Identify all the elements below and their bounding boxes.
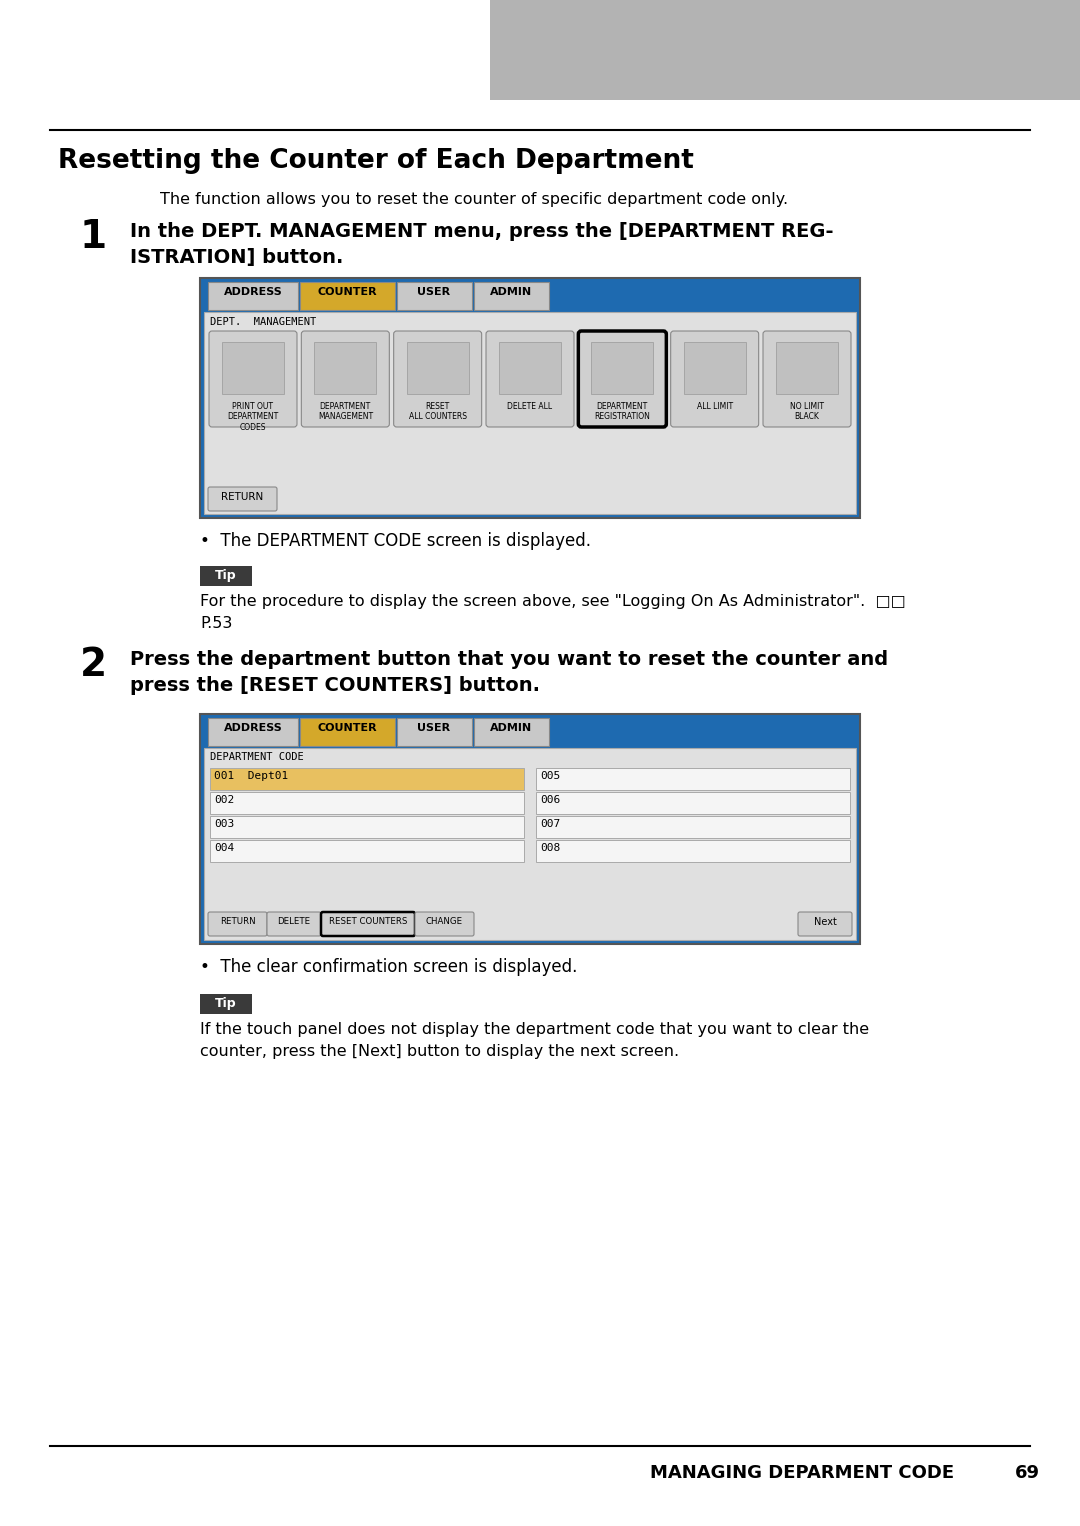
FancyBboxPatch shape xyxy=(200,278,860,517)
Text: 002: 002 xyxy=(214,795,234,806)
FancyBboxPatch shape xyxy=(474,282,549,310)
Text: USER: USER xyxy=(418,723,450,732)
FancyBboxPatch shape xyxy=(200,993,252,1013)
Text: ADMIN: ADMIN xyxy=(490,287,532,298)
Text: In the DEPT. MANAGEMENT menu, press the [DEPARTMENT REG-: In the DEPT. MANAGEMENT menu, press the … xyxy=(130,221,834,241)
Text: DEPARTMENT CODE: DEPARTMENT CODE xyxy=(210,752,303,761)
FancyBboxPatch shape xyxy=(536,839,850,862)
FancyBboxPatch shape xyxy=(536,816,850,838)
Text: COUNTER: COUNTER xyxy=(318,723,377,732)
Text: 001  Dept01: 001 Dept01 xyxy=(214,771,288,781)
Text: ADDRESS: ADDRESS xyxy=(224,287,282,298)
FancyBboxPatch shape xyxy=(204,311,856,514)
FancyBboxPatch shape xyxy=(210,768,524,790)
Text: 008: 008 xyxy=(540,842,561,853)
Text: ADDRESS: ADDRESS xyxy=(224,723,282,732)
Text: DEPARTMENT
REGISTRATION: DEPARTMENT REGISTRATION xyxy=(594,401,650,421)
Text: Press the department button that you want to reset the counter and: Press the department button that you wan… xyxy=(130,650,888,668)
FancyBboxPatch shape xyxy=(300,282,395,310)
Text: 005: 005 xyxy=(540,771,561,781)
Text: DELETE ALL: DELETE ALL xyxy=(508,401,553,410)
Text: RESET
ALL COUNTERS: RESET ALL COUNTERS xyxy=(408,401,467,421)
Text: ALL LIMIT: ALL LIMIT xyxy=(697,401,732,410)
FancyBboxPatch shape xyxy=(300,719,395,746)
Text: Resetting the Counter of Each Department: Resetting the Counter of Each Department xyxy=(58,148,693,174)
Text: NO LIMIT
BLACK: NO LIMIT BLACK xyxy=(789,401,824,421)
Text: RESET COUNTERS: RESET COUNTERS xyxy=(328,917,407,926)
FancyBboxPatch shape xyxy=(486,331,573,427)
FancyBboxPatch shape xyxy=(204,748,856,940)
Text: RETURN: RETURN xyxy=(219,917,255,926)
Text: press the [RESET COUNTERS] button.: press the [RESET COUNTERS] button. xyxy=(130,676,540,694)
FancyBboxPatch shape xyxy=(210,816,524,838)
Text: The function allows you to reset the counter of specific department code only.: The function allows you to reset the cou… xyxy=(160,192,788,208)
FancyBboxPatch shape xyxy=(407,342,469,394)
FancyBboxPatch shape xyxy=(314,342,376,394)
FancyBboxPatch shape xyxy=(267,913,321,935)
FancyBboxPatch shape xyxy=(208,719,298,746)
Text: Tip: Tip xyxy=(215,996,237,1010)
Text: 006: 006 xyxy=(540,795,561,806)
FancyBboxPatch shape xyxy=(210,839,524,862)
FancyBboxPatch shape xyxy=(210,331,297,427)
Text: DEPT.  MANAGEMENT: DEPT. MANAGEMENT xyxy=(210,317,316,327)
Text: 003: 003 xyxy=(214,819,234,829)
FancyBboxPatch shape xyxy=(536,768,850,790)
FancyBboxPatch shape xyxy=(415,913,474,935)
FancyBboxPatch shape xyxy=(222,342,284,394)
FancyBboxPatch shape xyxy=(684,342,745,394)
Text: ISTRATION] button.: ISTRATION] button. xyxy=(130,249,343,267)
FancyBboxPatch shape xyxy=(200,566,252,586)
Text: 007: 007 xyxy=(540,819,561,829)
Text: 69: 69 xyxy=(1015,1463,1040,1482)
FancyBboxPatch shape xyxy=(321,913,415,935)
Text: PRINT OUT
DEPARTMENT
CODES: PRINT OUT DEPARTMENT CODES xyxy=(228,401,279,432)
FancyBboxPatch shape xyxy=(397,719,472,746)
Text: DELETE: DELETE xyxy=(278,917,311,926)
FancyBboxPatch shape xyxy=(208,282,298,310)
FancyBboxPatch shape xyxy=(208,913,267,935)
FancyBboxPatch shape xyxy=(762,331,851,427)
FancyBboxPatch shape xyxy=(210,792,524,813)
Text: P.53: P.53 xyxy=(200,617,232,630)
Text: COUNTER: COUNTER xyxy=(318,287,377,298)
Text: •  The DEPARTMENT CODE screen is displayed.: • The DEPARTMENT CODE screen is displaye… xyxy=(200,533,591,549)
FancyBboxPatch shape xyxy=(208,487,276,511)
FancyBboxPatch shape xyxy=(536,792,850,813)
Text: Tip: Tip xyxy=(215,569,237,581)
Text: DEPARTMENT
MANAGEMENT: DEPARTMENT MANAGEMENT xyxy=(318,401,373,421)
Text: RETURN: RETURN xyxy=(221,491,264,502)
FancyBboxPatch shape xyxy=(397,282,472,310)
Text: MANAGING DEPARMENT CODE: MANAGING DEPARMENT CODE xyxy=(650,1463,954,1482)
Text: For the procedure to display the screen above, see "Logging On As Administrator": For the procedure to display the screen … xyxy=(200,594,906,609)
Text: USER: USER xyxy=(418,287,450,298)
Text: counter, press the [Next] button to display the next screen.: counter, press the [Next] button to disp… xyxy=(200,1044,679,1059)
Text: If the touch panel does not display the department code that you want to clear t: If the touch panel does not display the … xyxy=(200,1022,869,1038)
Text: •  The clear confirmation screen is displayed.: • The clear confirmation screen is displ… xyxy=(200,958,578,977)
Text: Next: Next xyxy=(813,917,836,926)
FancyBboxPatch shape xyxy=(499,342,561,394)
FancyBboxPatch shape xyxy=(474,719,549,746)
FancyBboxPatch shape xyxy=(578,331,666,427)
Text: 004: 004 xyxy=(214,842,234,853)
FancyBboxPatch shape xyxy=(490,0,1080,101)
Text: 2: 2 xyxy=(80,645,107,684)
Text: CHANGE: CHANGE xyxy=(426,917,463,926)
FancyBboxPatch shape xyxy=(798,913,852,935)
FancyBboxPatch shape xyxy=(671,331,758,427)
FancyBboxPatch shape xyxy=(200,714,860,945)
FancyBboxPatch shape xyxy=(592,342,653,394)
FancyBboxPatch shape xyxy=(394,331,482,427)
Text: ADMIN: ADMIN xyxy=(490,723,532,732)
Text: 1: 1 xyxy=(80,218,107,256)
FancyBboxPatch shape xyxy=(301,331,389,427)
FancyBboxPatch shape xyxy=(777,342,838,394)
